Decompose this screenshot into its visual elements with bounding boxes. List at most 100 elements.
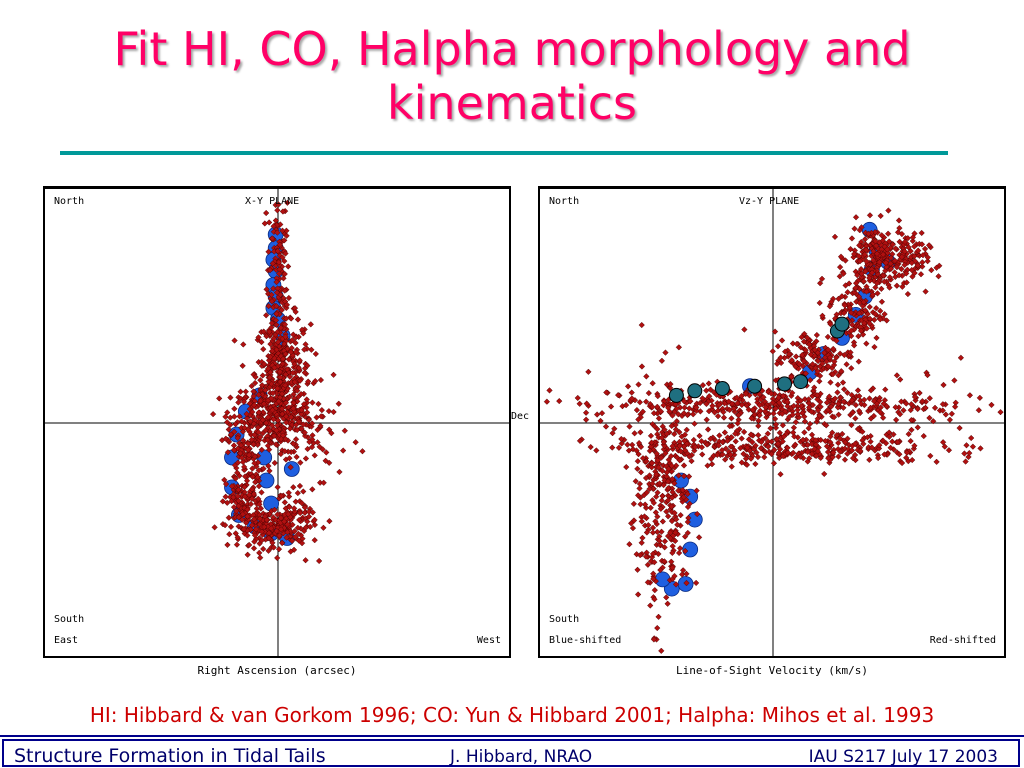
model-particle	[671, 480, 678, 487]
model-particle	[898, 265, 905, 273]
model-particle	[269, 406, 276, 414]
model-particle	[755, 432, 762, 439]
model-particle	[822, 437, 829, 445]
model-particle	[330, 408, 337, 416]
model-particle	[814, 396, 821, 403]
model-particle	[829, 429, 836, 436]
model-particle	[732, 430, 739, 437]
model-particle	[294, 524, 301, 531]
model-particle	[895, 272, 903, 279]
model-particle	[808, 431, 816, 438]
model-particle	[738, 392, 745, 400]
model-particle	[262, 387, 269, 394]
model-particle	[867, 404, 874, 411]
model-particle	[878, 285, 885, 292]
model-particle	[681, 437, 688, 444]
model-particle	[309, 399, 316, 406]
model-particle	[812, 364, 819, 372]
model-particle	[757, 445, 765, 452]
model-particle	[292, 436, 300, 443]
model-particle	[320, 524, 327, 531]
model-particle	[813, 331, 820, 339]
model-particle	[255, 334, 262, 341]
model-particle	[252, 373, 259, 381]
model-particle	[826, 393, 833, 400]
model-particle	[789, 389, 796, 397]
model-particle	[582, 409, 590, 416]
model-particle	[279, 539, 286, 547]
model-particle	[251, 460, 258, 467]
model-particle	[239, 516, 246, 523]
model-particle	[309, 486, 316, 493]
model-particle	[968, 434, 975, 442]
model-particle	[894, 439, 901, 446]
model-particle	[285, 356, 292, 363]
model-particle	[265, 535, 272, 542]
model-particle	[292, 308, 299, 315]
model-particle	[792, 363, 799, 370]
model-particle	[636, 485, 643, 492]
model-particle	[933, 264, 940, 271]
model-particle	[830, 345, 837, 353]
model-particle	[876, 259, 883, 266]
model-particle	[269, 260, 276, 267]
model-particle	[703, 416, 710, 423]
model-particle	[268, 380, 275, 388]
model-particle	[885, 207, 892, 214]
model-particle	[660, 402, 667, 409]
model-particle	[258, 537, 265, 544]
model-particle	[656, 533, 663, 540]
model-particle	[748, 415, 755, 422]
model-particle	[268, 291, 275, 298]
model-particle	[289, 337, 296, 344]
model-particle	[278, 390, 286, 397]
model-particle	[855, 293, 863, 300]
model-particle	[865, 230, 872, 237]
model-particle	[726, 406, 733, 414]
model-particle	[222, 413, 229, 420]
model-particle	[706, 393, 713, 400]
model-particle	[597, 417, 604, 425]
model-particle	[286, 503, 293, 511]
model-particle	[293, 453, 300, 461]
model-particle	[673, 405, 680, 412]
model-particle	[946, 416, 954, 423]
model-particle	[294, 316, 302, 323]
model-particle	[914, 262, 921, 269]
model-particle	[880, 272, 887, 279]
model-particle	[848, 421, 855, 429]
model-particle	[849, 455, 857, 462]
model-particle	[336, 468, 343, 476]
model-particle	[281, 237, 288, 244]
model-particle	[647, 504, 654, 511]
corner-north: North	[54, 196, 85, 207]
model-particle	[804, 448, 811, 456]
model-particle	[623, 463, 630, 471]
model-particle	[790, 429, 797, 436]
model-particle	[637, 429, 644, 436]
model-particle	[771, 415, 779, 423]
model-particle	[905, 430, 912, 438]
model-particle	[656, 480, 663, 487]
model-particle	[667, 529, 674, 536]
model-particle	[222, 435, 229, 442]
model-particle	[301, 346, 308, 353]
model-particle	[807, 351, 814, 358]
model-particle	[638, 321, 645, 329]
model-particle	[234, 469, 241, 476]
footer-conference: IAU S217 July 17 2003	[808, 747, 998, 767]
model-particle	[919, 252, 927, 259]
model-particle	[281, 270, 288, 278]
model-particle	[274, 338, 282, 346]
model-particle	[630, 500, 637, 507]
model-particle	[792, 454, 800, 461]
model-particle	[668, 462, 675, 469]
model-particle	[924, 258, 931, 265]
model-particle	[758, 438, 765, 446]
model-particle	[593, 447, 600, 454]
model-particle	[272, 217, 279, 224]
model-particle	[318, 407, 325, 414]
model-particle	[663, 430, 670, 437]
model-particle	[868, 444, 875, 451]
model-particle	[669, 549, 676, 556]
